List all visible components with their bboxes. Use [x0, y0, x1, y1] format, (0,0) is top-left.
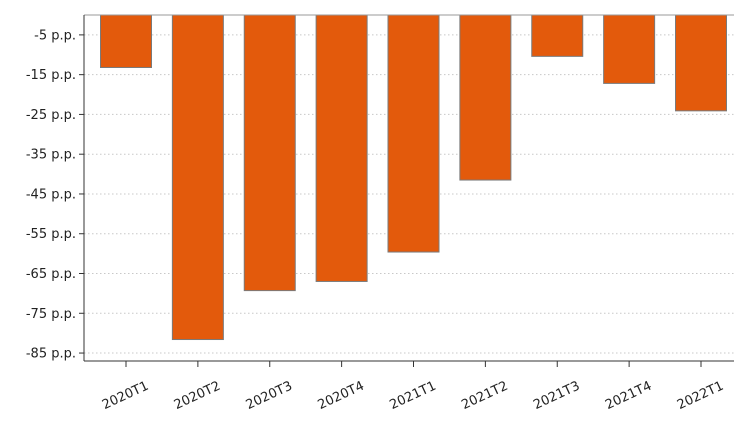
- bar-2021T2: [459, 14, 512, 181]
- x-tick-label: 2020T2: [172, 379, 223, 413]
- axes: [79, 14, 734, 367]
- x-tick-label: 2021T3: [531, 379, 582, 413]
- bar-2022T1: [675, 14, 727, 112]
- y-tick-label: -25 p.p.: [26, 108, 76, 123]
- y-tick-label: -35 p.p.: [26, 148, 76, 163]
- y-tick-label: -55 p.p.: [26, 227, 76, 242]
- y-tick-label: -15 p.p.: [26, 68, 76, 83]
- x-tick-label: 2021T4: [603, 379, 654, 413]
- x-axis-tick-labels: 2020T1 2020T2 2020T3 2020T4 2021T1 2021T2 2021…: [100, 379, 726, 413]
- bar-2020T1: [100, 14, 152, 68]
- bar-2021T3: [531, 14, 584, 57]
- y-tick-label: -75 p.p.: [26, 307, 76, 322]
- bar-2020T4: [315, 14, 368, 282]
- y-tick-label: -45 p.p.: [26, 187, 76, 202]
- bar-2021T4: [603, 14, 656, 84]
- bars: [100, 14, 727, 341]
- x-tick-label: 2021T2: [459, 379, 510, 413]
- x-tick-label: 2020T1: [100, 379, 151, 413]
- bar-2020T2: [171, 14, 224, 341]
- x-tick-label: 2020T3: [244, 379, 295, 413]
- y-axis-tick-labels: -5 p.p. -15 p.p. -25 p.p. -35 p.p. -45 p.p. -…: [26, 28, 76, 361]
- bar-2021T1: [387, 14, 440, 253]
- y-tick-label: -5 p.p.: [34, 28, 76, 43]
- x-tick-label: 2022T1: [675, 379, 726, 413]
- x-tick-label: 2020T4: [316, 379, 367, 413]
- y-tick-label: -85 p.p.: [26, 347, 76, 362]
- y-tick-label: -65 p.p.: [26, 267, 76, 282]
- x-tick-label: 2021T1: [388, 379, 439, 413]
- bar-2020T3: [243, 14, 296, 292]
